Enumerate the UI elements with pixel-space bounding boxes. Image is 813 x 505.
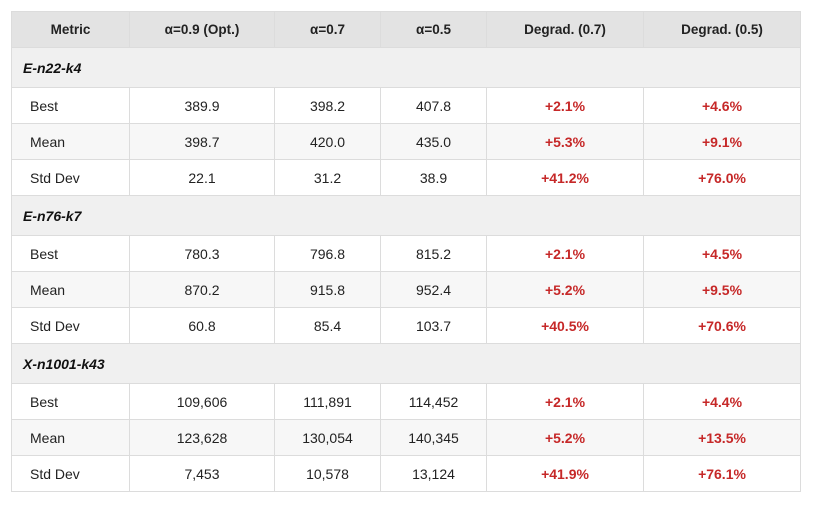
metric-cell: Std Dev: [11, 159, 130, 196]
alpha-0.7-cell: 111,891: [274, 383, 381, 420]
metric-cell: Best: [11, 235, 130, 272]
degrad-0.7-cell: +2.1%: [486, 87, 644, 124]
degrad-0.7-cell: +5.2%: [486, 271, 644, 308]
header-alpha-0.7: α=0.7: [274, 11, 381, 48]
metric-cell: Best: [11, 87, 130, 124]
table-row: Mean 870.2 915.8 952.4 +5.2% +9.5%: [11, 271, 801, 308]
group-x-n1001-k43: X-n1001-k43 Best 109,606 111,891 114,452…: [11, 343, 801, 492]
group-title: E-n22-k4: [11, 47, 801, 88]
table-row: Std Dev 7,453 10,578 13,124 +41.9% +76.1…: [11, 455, 801, 492]
degrad-0.5-cell: +4.6%: [643, 87, 801, 124]
results-table: Metric α=0.9 (Opt.) α=0.7 α=0.5 Degrad. …: [11, 11, 801, 492]
alpha-0.9-cell: 7,453: [129, 455, 275, 492]
metric-cell: Mean: [11, 123, 130, 160]
group-e-n76-k7: E-n76-k7 Best 780.3 796.8 815.2 +2.1% +4…: [11, 195, 801, 344]
alpha-0.9-cell: 60.8: [129, 307, 275, 344]
group-title: X-n1001-k43: [11, 343, 801, 384]
header-degrad-0.7: Degrad. (0.7): [486, 11, 644, 48]
degrad-0.7-cell: +5.3%: [486, 123, 644, 160]
degrad-0.5-cell: +70.6%: [643, 307, 801, 344]
metric-cell: Mean: [11, 271, 130, 308]
alpha-0.9-cell: 123,628: [129, 419, 275, 456]
group-header-row: E-n76-k7: [11, 195, 801, 236]
table-row: Best 780.3 796.8 815.2 +2.1% +4.5%: [11, 235, 801, 272]
alpha-0.5-cell: 38.9: [380, 159, 487, 196]
alpha-0.5-cell: 952.4: [380, 271, 487, 308]
degrad-0.7-cell: +2.1%: [486, 383, 644, 420]
degrad-0.5-cell: +4.4%: [643, 383, 801, 420]
degrad-0.5-cell: +9.5%: [643, 271, 801, 308]
table-row: Std Dev 60.8 85.4 103.7 +40.5% +70.6%: [11, 307, 801, 344]
metric-cell: Std Dev: [11, 307, 130, 344]
degrad-0.7-cell: +2.1%: [486, 235, 644, 272]
alpha-0.7-cell: 796.8: [274, 235, 381, 272]
alpha-0.5-cell: 114,452: [380, 383, 487, 420]
degrad-0.5-cell: +76.1%: [643, 455, 801, 492]
table-row: Best 389.9 398.2 407.8 +2.1% +4.6%: [11, 87, 801, 124]
alpha-0.9-cell: 389.9: [129, 87, 275, 124]
alpha-0.9-cell: 870.2: [129, 271, 275, 308]
table-row: Mean 123,628 130,054 140,345 +5.2% +13.5…: [11, 419, 801, 456]
alpha-0.5-cell: 13,124: [380, 455, 487, 492]
alpha-0.5-cell: 140,345: [380, 419, 487, 456]
header-alpha-0.9: α=0.9 (Opt.): [129, 11, 275, 48]
table-row: Mean 398.7 420.0 435.0 +5.3% +9.1%: [11, 123, 801, 160]
alpha-0.7-cell: 398.2: [274, 87, 381, 124]
alpha-0.9-cell: 109,606: [129, 383, 275, 420]
header-row: Metric α=0.9 (Opt.) α=0.7 α=0.5 Degrad. …: [11, 11, 801, 48]
degrad-0.7-cell: +41.9%: [486, 455, 644, 492]
degrad-0.7-cell: +41.2%: [486, 159, 644, 196]
metric-cell: Best: [11, 383, 130, 420]
header-degrad-0.5: Degrad. (0.5): [643, 11, 801, 48]
table-header: Metric α=0.9 (Opt.) α=0.7 α=0.5 Degrad. …: [11, 11, 801, 48]
degrad-0.7-cell: +5.2%: [486, 419, 644, 456]
alpha-0.5-cell: 815.2: [380, 235, 487, 272]
degrad-0.5-cell: +4.5%: [643, 235, 801, 272]
header-alpha-0.5: α=0.5: [380, 11, 487, 48]
degrad-0.5-cell: +13.5%: [643, 419, 801, 456]
alpha-0.9-cell: 780.3: [129, 235, 275, 272]
degrad-0.7-cell: +40.5%: [486, 307, 644, 344]
group-header-row: X-n1001-k43: [11, 343, 801, 384]
alpha-0.9-cell: 398.7: [129, 123, 275, 160]
degrad-0.5-cell: +9.1%: [643, 123, 801, 160]
group-e-n22-k4: E-n22-k4 Best 389.9 398.2 407.8 +2.1% +4…: [11, 47, 801, 196]
alpha-0.7-cell: 10,578: [274, 455, 381, 492]
alpha-0.7-cell: 85.4: [274, 307, 381, 344]
alpha-0.5-cell: 103.7: [380, 307, 487, 344]
alpha-0.7-cell: 31.2: [274, 159, 381, 196]
alpha-0.5-cell: 435.0: [380, 123, 487, 160]
alpha-0.7-cell: 915.8: [274, 271, 381, 308]
degrad-0.5-cell: +76.0%: [643, 159, 801, 196]
table-row: Std Dev 22.1 31.2 38.9 +41.2% +76.0%: [11, 159, 801, 196]
metric-cell: Std Dev: [11, 455, 130, 492]
alpha-0.5-cell: 407.8: [380, 87, 487, 124]
alpha-0.9-cell: 22.1: [129, 159, 275, 196]
header-metric: Metric: [11, 11, 130, 48]
group-header-row: E-n22-k4: [11, 47, 801, 88]
alpha-0.7-cell: 130,054: [274, 419, 381, 456]
alpha-0.7-cell: 420.0: [274, 123, 381, 160]
group-title: E-n76-k7: [11, 195, 801, 236]
metric-cell: Mean: [11, 419, 130, 456]
table-row: Best 109,606 111,891 114,452 +2.1% +4.4%: [11, 383, 801, 420]
